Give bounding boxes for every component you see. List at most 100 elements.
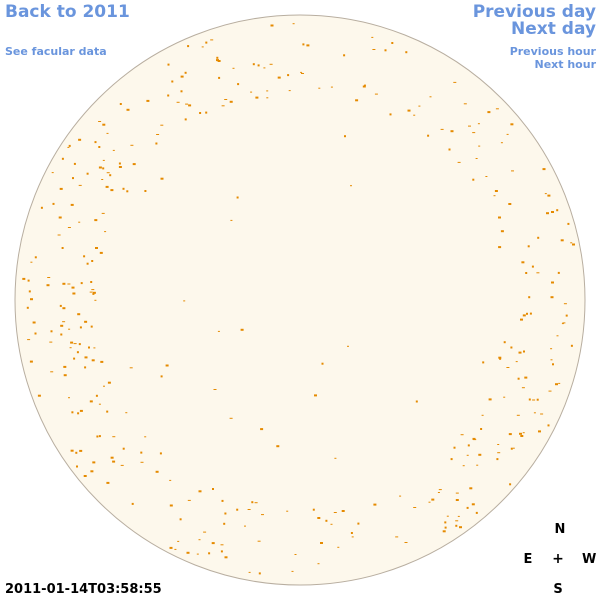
facula-point [372, 49, 376, 50]
facula-point [98, 146, 101, 148]
facula-point [224, 99, 228, 100]
facula-point [80, 282, 83, 285]
facula-point [34, 256, 37, 259]
facula-point [355, 99, 359, 102]
facula-point [103, 385, 105, 387]
facula-point [480, 428, 483, 430]
facula-point [557, 271, 560, 274]
facula-point [536, 272, 540, 274]
facula-point [105, 185, 109, 188]
facula-point [312, 508, 315, 511]
facula-point [570, 344, 573, 347]
facula-point [547, 194, 551, 197]
facula-point [528, 398, 531, 401]
facula-point [167, 63, 170, 66]
facula-point [118, 166, 122, 168]
solar-disk [14, 14, 586, 586]
facula-point [500, 142, 503, 144]
facula-point [223, 522, 226, 525]
facula-point [510, 123, 514, 126]
facular-points [22, 23, 575, 575]
facula-point [418, 105, 421, 107]
facula-point [347, 345, 349, 347]
previous-hour-link[interactable]: Previous hour [509, 45, 596, 58]
see-facular-data-link[interactable]: See facular data [5, 45, 107, 58]
facula-point [186, 551, 190, 554]
previous-day-link[interactable]: Previous day [472, 2, 596, 22]
facula-point [415, 400, 418, 403]
facula-point [169, 504, 173, 507]
facula-point [90, 470, 94, 473]
facula-point [63, 365, 67, 368]
facula-point [106, 481, 110, 484]
facula-point [180, 90, 183, 93]
facula-point [475, 511, 478, 514]
facula-point [213, 389, 217, 390]
facula-point [560, 239, 564, 242]
facula-point [183, 300, 186, 302]
facula-point [463, 103, 467, 105]
facula-point [497, 452, 501, 454]
facula-point [60, 333, 63, 336]
facula-point [70, 341, 74, 344]
facula-point [61, 157, 64, 160]
facula-point [50, 330, 53, 333]
facula-point [106, 172, 110, 174]
facula-point [30, 298, 33, 301]
facula-point [503, 341, 506, 344]
facula-point [532, 399, 536, 401]
facula-point [96, 435, 99, 438]
facula-point [510, 346, 513, 349]
facula-point [47, 277, 51, 278]
facula-point [251, 501, 254, 504]
facula-point [527, 245, 530, 248]
facula-point [49, 341, 53, 343]
facula-point [450, 458, 453, 461]
facula-point [92, 461, 96, 464]
facula-point [466, 506, 469, 509]
facula-point [76, 465, 78, 468]
facula-point [487, 111, 491, 114]
facula-point [95, 247, 98, 249]
facula-point [395, 536, 399, 538]
facula-point [254, 502, 258, 504]
facula-point [444, 526, 447, 529]
facula-point [126, 108, 130, 111]
facula-point [472, 437, 476, 440]
next-hour-link[interactable]: Next hour [534, 58, 597, 71]
facula-point [62, 321, 66, 323]
facula-point [60, 324, 64, 327]
facula-point [92, 292, 95, 295]
facula-point [40, 206, 43, 209]
facula-point [503, 396, 506, 398]
facula-point [71, 286, 75, 289]
facula-point [287, 74, 290, 77]
facula-point [59, 304, 62, 307]
facula-point [384, 49, 387, 52]
facula-point [22, 277, 26, 280]
facula-point [266, 97, 269, 99]
facula-point [291, 570, 294, 572]
facula-point [232, 67, 235, 69]
facula-point [485, 176, 488, 177]
facula-point [98, 166, 102, 169]
facula-point [217, 60, 221, 62]
facula-point [86, 262, 89, 265]
facula-point [446, 515, 449, 517]
facula-point [477, 123, 480, 125]
next-day-link[interactable]: Next day [511, 19, 596, 39]
facula-point [460, 434, 464, 436]
facula-point [155, 142, 158, 145]
facula-point [29, 360, 33, 363]
facula-point [509, 483, 512, 486]
facula-point [169, 479, 172, 481]
back-to-year-link[interactable]: Back to 2011 [5, 2, 130, 22]
facula-point [520, 435, 524, 437]
facula-point [373, 503, 377, 506]
facula-point [371, 36, 374, 38]
facula-point [109, 174, 112, 177]
facula-point [112, 436, 116, 438]
facula-point [83, 475, 87, 477]
facula-point [69, 347, 72, 349]
facula-point [196, 553, 199, 555]
